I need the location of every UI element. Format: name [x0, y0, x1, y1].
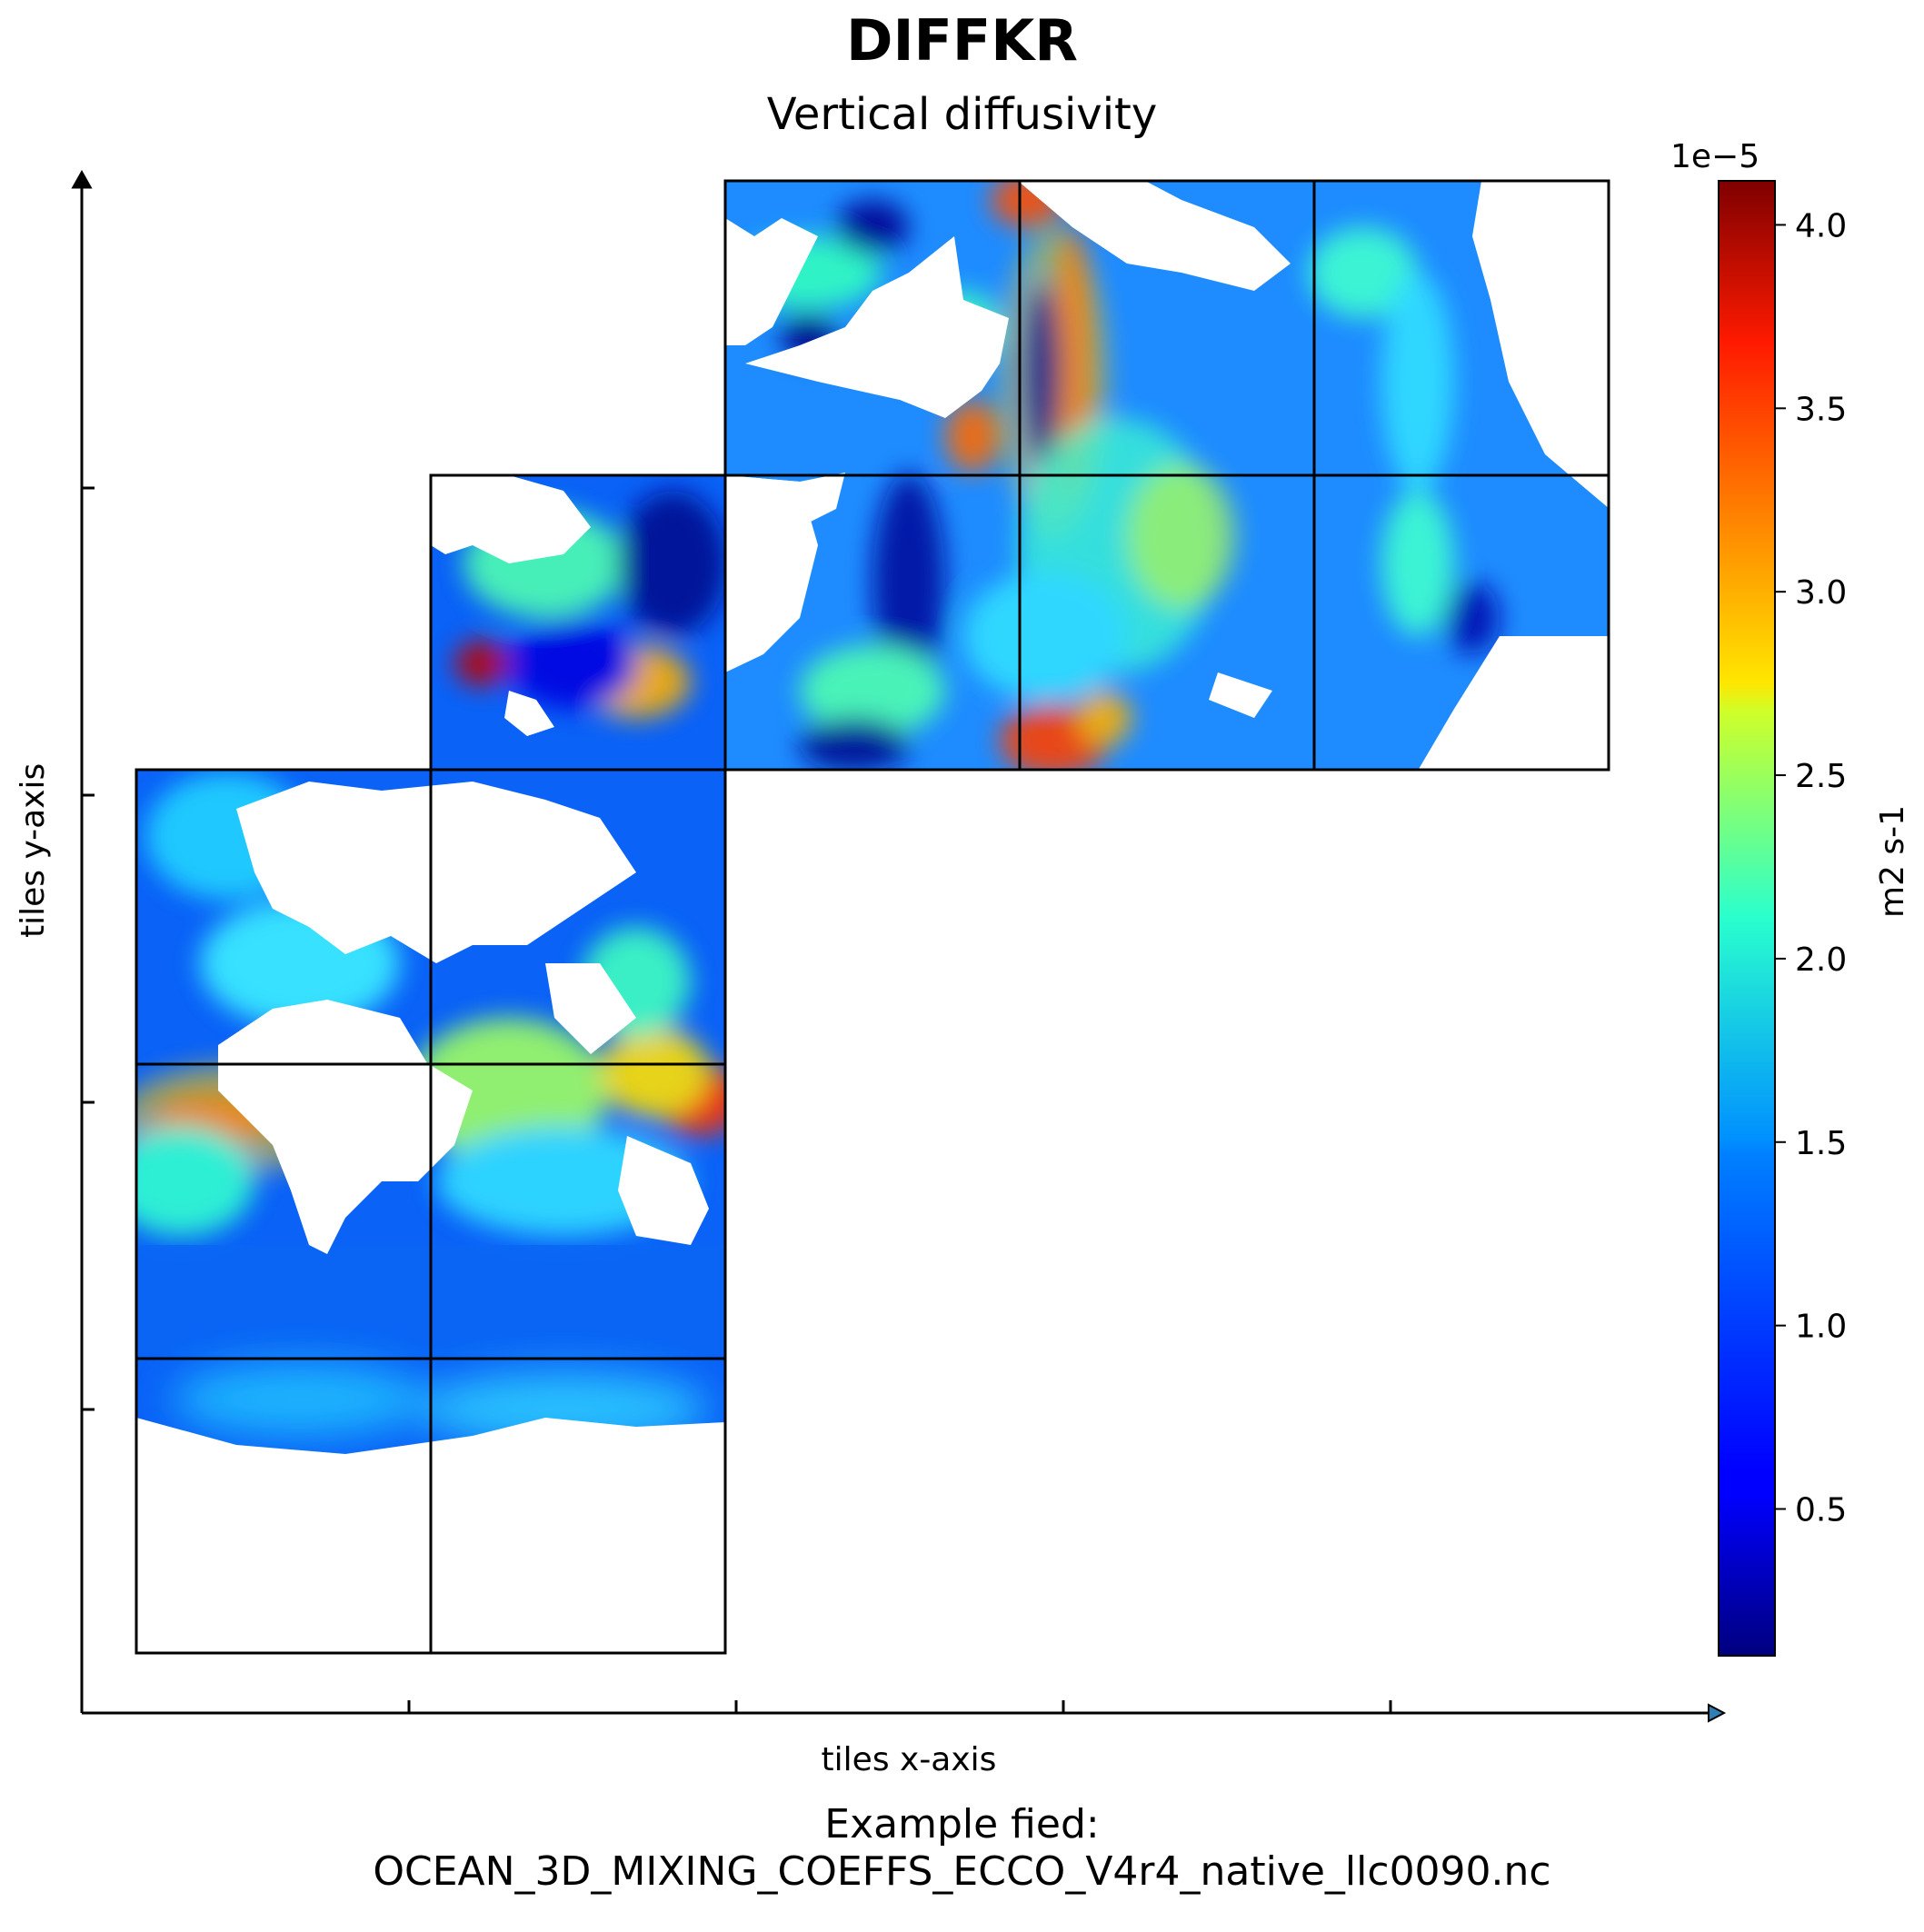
axes	[71, 169, 1727, 1723]
y-axis-arrow	[71, 169, 93, 189]
colorbar-tick-label: 3.5	[1795, 391, 1847, 428]
colorbar-tick-label: 0.5	[1795, 1492, 1847, 1529]
chart-subtitle: Vertical diffusivity	[766, 89, 1158, 140]
footer-line-1: Example fied:	[824, 1801, 1100, 1847]
colorbar-tick-label: 4.0	[1795, 207, 1847, 244]
colorbar-gradient	[1718, 180, 1776, 1657]
footer-line-2: OCEAN_3D_MIXING_COEFFS_ECCO_V4r4_native_…	[373, 1848, 1551, 1895]
chart-title: DIFFKR	[845, 7, 1079, 74]
colorbar-tick-label: 2.5	[1795, 758, 1847, 795]
colorbar-exponent: 1e−5	[1670, 138, 1760, 175]
colorbar-tick-label: 1.5	[1795, 1125, 1847, 1162]
colorbar: 0.5 1.0 1.5 2.0 2.5 3.0 3.5 4.0	[1718, 180, 1847, 1657]
x-axis-label: tiles x-axis	[821, 1741, 997, 1778]
x-axis-arrow	[1708, 1703, 1727, 1723]
tile-13	[1312, 473, 1610, 772]
tile-grid	[135, 179, 1610, 1655]
tile-6	[429, 1357, 727, 1655]
footer-caption: Example fied: OCEAN_3D_MIXING_COEFFS_ECC…	[0, 1801, 1924, 1896]
colorbar-tick-label: 2.0	[1795, 941, 1847, 979]
ocean-field	[136, 181, 1610, 1656]
colorbar-tick-label: 3.0	[1795, 574, 1847, 612]
colorbar-tick-label: 1.0	[1795, 1309, 1847, 1346]
land-mask	[136, 181, 1610, 1656]
